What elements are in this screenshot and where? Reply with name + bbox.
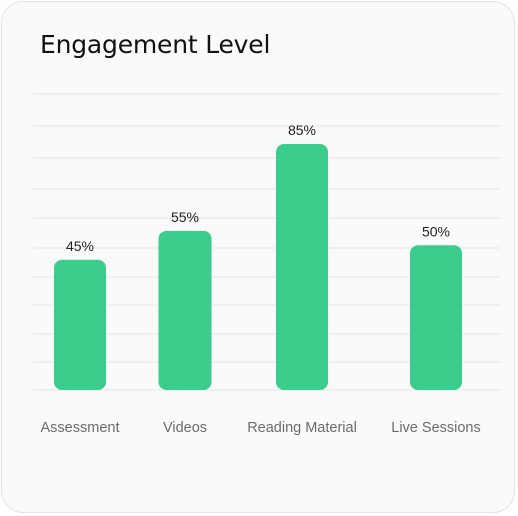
category-label: Videos <box>163 420 207 436</box>
value-label: 45% <box>66 238 94 254</box>
category-label: Assessment <box>41 420 120 436</box>
category-label: Live Sessions <box>391 420 480 436</box>
value-label: 85% <box>288 122 316 138</box>
value-label: 50% <box>422 223 450 239</box>
category-label: Reading Material <box>247 420 357 436</box>
bar-videos[interactable] <box>158 230 212 390</box>
chart-title: Engagement Level <box>40 30 271 59</box>
bar-live-sessions[interactable] <box>410 245 462 390</box>
value-label: 55% <box>171 209 199 225</box>
bar-reading-material[interactable] <box>276 144 328 390</box>
bar-assessment[interactable] <box>54 259 106 390</box>
